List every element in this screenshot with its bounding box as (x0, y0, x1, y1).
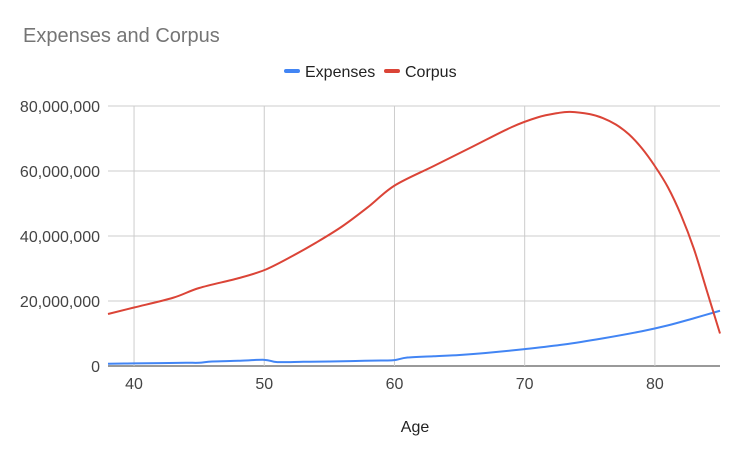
legend-label: Corpus (405, 64, 457, 81)
y-axis-tick-labels: 0 20,000,000 40,000,000 60,000,000 80,000,00… (20, 99, 100, 376)
chart-title: Expenses and Corpus (23, 25, 220, 47)
x-tick-label: 50 (255, 376, 273, 393)
x-axis-tick-labels: 40 50 60 70 80 (125, 376, 664, 393)
legend: Expenses Corpus (284, 64, 457, 81)
legend-label: Expenses (305, 64, 375, 81)
x-tick-label: 80 (646, 376, 664, 393)
legend-item-corpus[interactable]: Corpus (384, 64, 457, 81)
y-tick-label: 20,000,000 (20, 294, 100, 311)
x-axis-title: Age (401, 419, 430, 436)
series-line-expenses (107, 309, 721, 365)
x-tick-label: 70 (516, 376, 534, 393)
series-line-corpus (107, 110, 721, 334)
y-tick-label: 80,000,000 (20, 99, 100, 116)
x-tick-label: 40 (125, 376, 143, 393)
y-tick-label: 40,000,000 (20, 229, 100, 246)
legend-item-expenses[interactable]: Expenses (284, 64, 375, 81)
y-tick-label: 0 (91, 359, 100, 376)
series-lines (107, 110, 721, 365)
y-gridlines (108, 105, 720, 367)
x-tick-label: 60 (386, 376, 404, 393)
y-tick-label: 60,000,000 (20, 164, 100, 181)
x-gridlines (133, 106, 656, 366)
